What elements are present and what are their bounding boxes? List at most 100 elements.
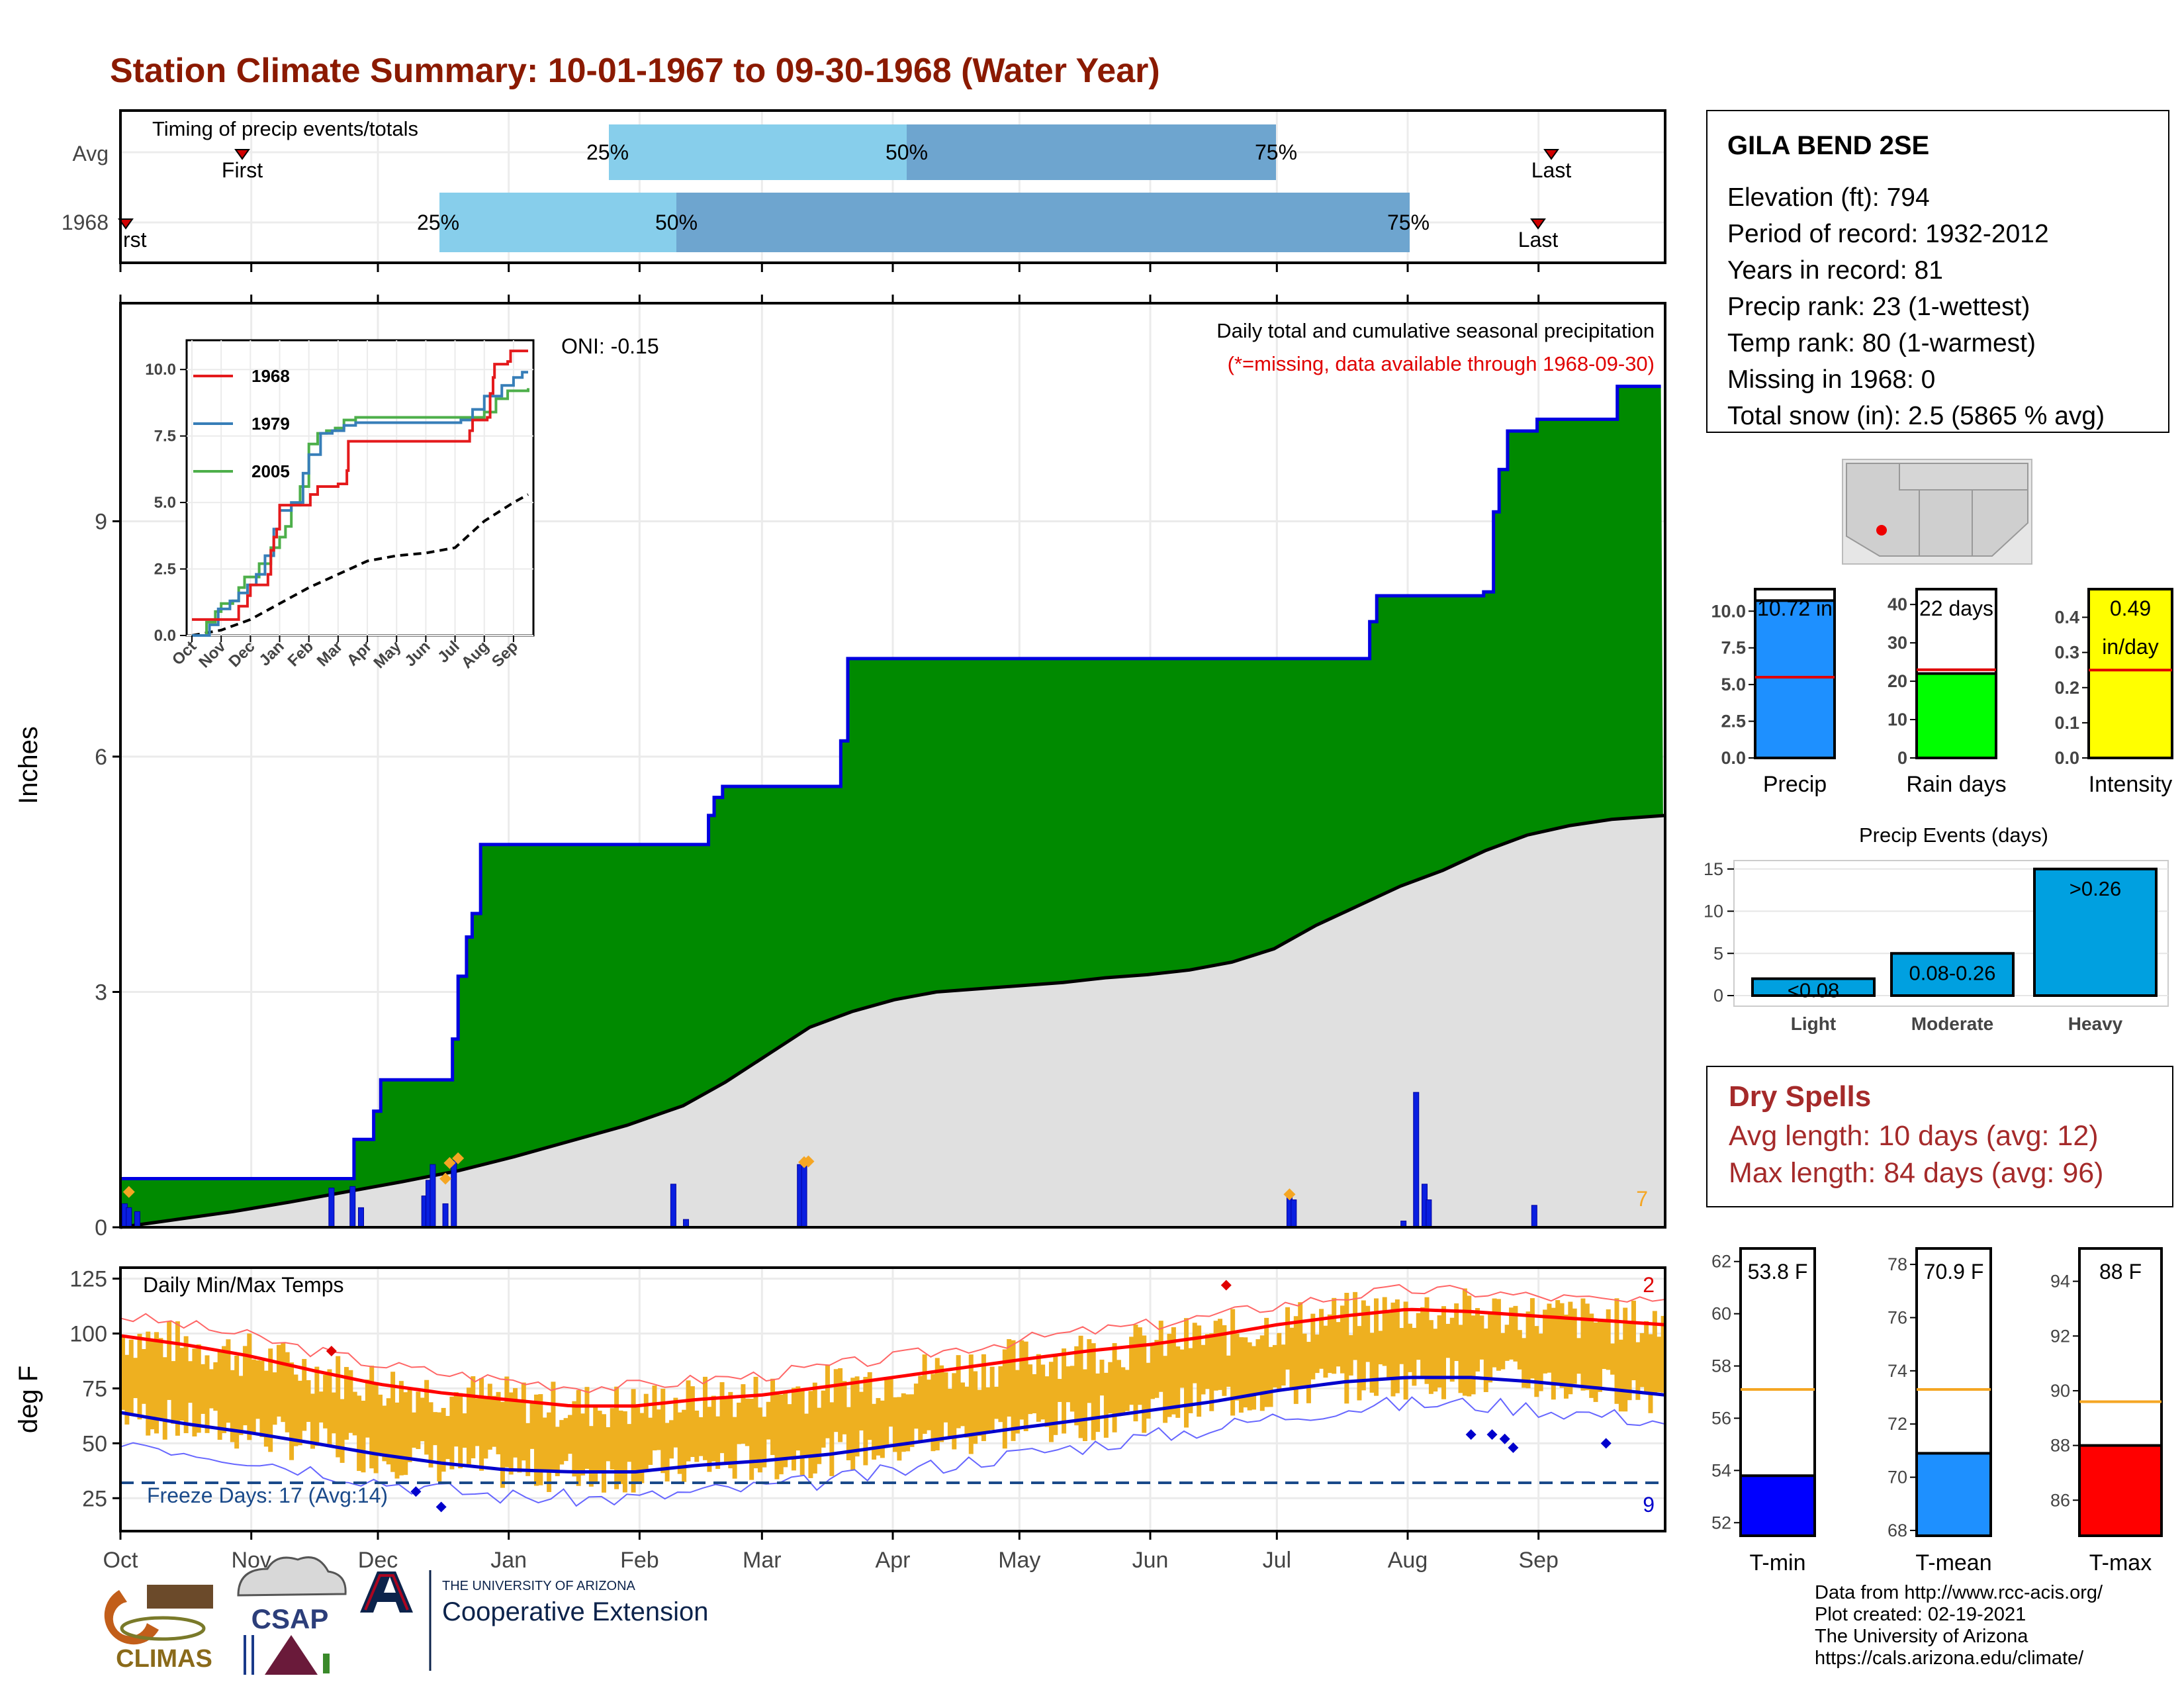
daily-temp-bar [1441, 1306, 1446, 1399]
mini-bar-tick-label: 5.0 [1721, 675, 1746, 694]
daily-precip-bar [442, 1203, 449, 1228]
daily-temp-bar [707, 1407, 712, 1472]
daily-temp-bar [1116, 1360, 1121, 1417]
daily-temp-bar [1568, 1301, 1573, 1395]
temp-sum-tick-label: 90 [2050, 1381, 2070, 1401]
daily-precip-bar [451, 1160, 457, 1228]
inset-ytick-label: 10.0 [145, 361, 176, 379]
daily-precip-bar [1426, 1199, 1432, 1228]
daily-temp-bar [1285, 1307, 1291, 1370]
daily-temp-bar [1011, 1340, 1016, 1441]
heavy-event-diamond [439, 1172, 452, 1185]
mini-bar-tick-label: 10 [1888, 710, 1907, 729]
daily-temp-bar [1129, 1336, 1134, 1405]
temp-sum-tick-label: 60 [1711, 1304, 1731, 1324]
timing-row-1968: 1968 [62, 211, 109, 234]
daily-temp-bar [918, 1376, 923, 1442]
inset-legend-label: 1968 [251, 366, 290, 386]
events-bar-label: 0.08-0.26 [1909, 961, 1996, 984]
daily-temp-bar [1099, 1360, 1105, 1396]
daily-temp-bar [973, 1371, 978, 1444]
daily-temp-bar [741, 1384, 746, 1444]
temp-sum-value: 88 F [2099, 1260, 2142, 1284]
heavy-event-diamond [122, 1186, 135, 1198]
daily-temp-bar [508, 1392, 514, 1475]
daily-temp-bar [1529, 1298, 1535, 1379]
daily-temp-bar [373, 1383, 379, 1474]
tmin-normal-line [120, 1376, 1666, 1474]
month-label: Jan [490, 1548, 527, 1573]
daily-temp-bar [378, 1394, 383, 1455]
credits: Data from http://www.rcc-acis.org/ Plot … [1815, 1582, 2103, 1669]
month-x-axis: Oct Nov Dec Jan Feb Mar Apr May Jun Jul Aug Sep [103, 1531, 1559, 1573]
daily-temp-bar [757, 1407, 762, 1473]
daily-temp-bar [1314, 1335, 1320, 1374]
daily-temp-bar [137, 1333, 142, 1420]
daily-temp-bar [1146, 1362, 1151, 1419]
temp-sum-fill [2078, 1444, 2163, 1538]
daily-temp-bar [175, 1321, 180, 1436]
daily-temp-bar [1589, 1313, 1594, 1398]
daily-temp-bar [682, 1409, 687, 1482]
daily-temp-bar [128, 1339, 134, 1414]
daily-precip-bar [1291, 1199, 1297, 1228]
daily-temp-bar [382, 1405, 387, 1462]
daily-temp-bar [572, 1401, 577, 1477]
daily-temp-bar [876, 1397, 881, 1456]
daily-temp-bar [762, 1417, 767, 1468]
daily-temp-bar [723, 1396, 729, 1463]
daily-temp-bar [449, 1396, 455, 1470]
heavy-event-diamond [443, 1156, 456, 1169]
mini-bar-value: 10.72 in [1757, 596, 1833, 620]
inset-series-1968 [192, 350, 528, 621]
daily-temp-bar [606, 1427, 611, 1462]
dry-spells-title: Dry Spells [1729, 1080, 1872, 1113]
daily-temp-bar [1576, 1338, 1582, 1374]
daily-temp-bar [1306, 1342, 1311, 1403]
daily-precip-bar [328, 1188, 335, 1228]
temp-ytick-label: 125 [69, 1267, 107, 1292]
daily-temp-bar [1234, 1333, 1240, 1401]
daily-temp-bar [719, 1382, 725, 1454]
daily-temp-bar [521, 1382, 526, 1461]
daily-temp-bar [154, 1332, 159, 1434]
daily-precip-bar [430, 1164, 436, 1228]
station-temp-rank: Temp rank: 80 (1-warmest) [1727, 329, 2036, 357]
daily-temp-bar [981, 1354, 986, 1442]
events-xtick-label: Light [1791, 1013, 1836, 1034]
month-label: Oct [103, 1548, 138, 1573]
daily-temp-bar [931, 1374, 936, 1452]
daily-temp-bar [547, 1412, 552, 1492]
daily-temp-bar [673, 1397, 678, 1448]
mini-bar-tick-label: 0.0 [1721, 748, 1746, 768]
daily-temp-bar [897, 1397, 902, 1461]
mini-bar-tick-label: 0.2 [2054, 678, 2079, 698]
daily-temp-bar [1272, 1344, 1277, 1387]
daily-temp-bar [846, 1407, 851, 1460]
daily-temp-bar [817, 1407, 822, 1464]
inset-ytick-label: 2.5 [154, 561, 176, 579]
daily-temp-bar [247, 1333, 252, 1440]
mini-bar-tick-label: 2.5 [1721, 712, 1746, 731]
daily-temp-bar [1298, 1302, 1303, 1387]
daily-temp-bar [939, 1365, 944, 1442]
daily-temp-bar [880, 1400, 885, 1458]
daily-temp-bar [913, 1383, 919, 1429]
precip-ytick-label: 9 [95, 509, 107, 534]
avg-q25-label: 25% [586, 140, 629, 164]
daily-temp-bar [403, 1392, 408, 1476]
temp-sum-value: 53.8 F [1748, 1260, 1808, 1284]
daily-temp-bar [150, 1340, 155, 1430]
daily-temp-bar [1458, 1325, 1463, 1393]
daily-temp-bar [420, 1397, 425, 1442]
daily-temp-bar [276, 1344, 281, 1417]
daily-temp-bar [504, 1376, 510, 1468]
daily-temp-bar [458, 1393, 463, 1469]
daily-temp-bar [1657, 1336, 1662, 1393]
heavy-event-diamond [1283, 1188, 1296, 1201]
ua-small-text: THE UNIVERSITY OF ARIZONA [442, 1579, 636, 1593]
daily-temp-bar [648, 1417, 653, 1465]
station-missing: Missing in 1968: 0 [1727, 365, 1936, 394]
temp-sum-name: T-mean [1915, 1550, 1991, 1575]
daily-temp-bar [445, 1416, 451, 1460]
